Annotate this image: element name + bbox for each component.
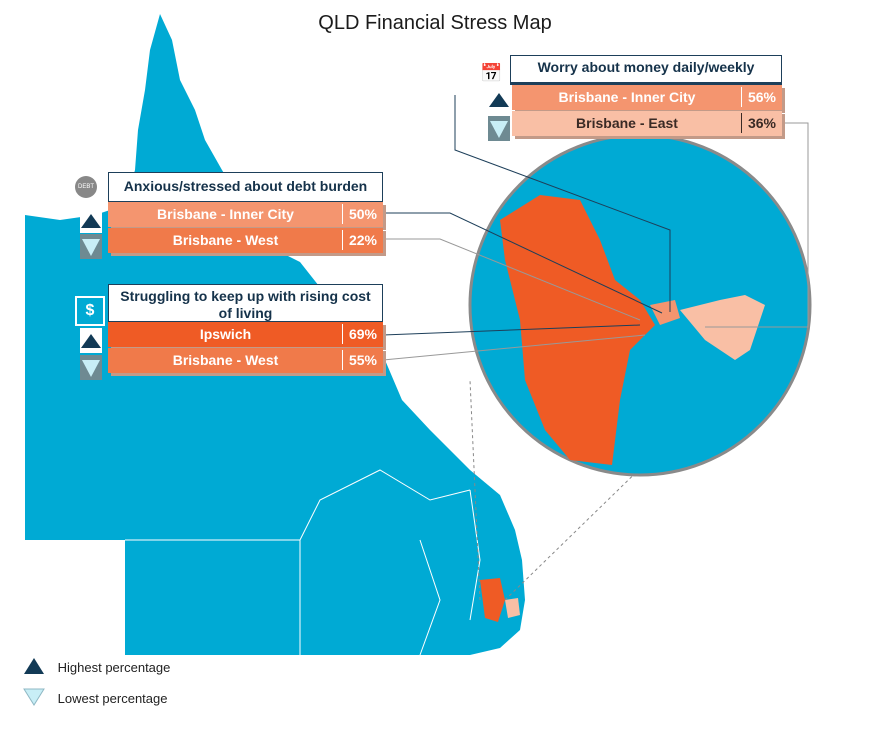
ipswich-region [500, 195, 655, 465]
brisbane-region-small [505, 598, 520, 618]
lowest-triangle-icon [22, 687, 46, 710]
region-value: 22% [342, 230, 383, 250]
region-name: Brisbane - West [172, 232, 279, 248]
legend-lowest: Lowest percentage [22, 687, 167, 710]
highest-triangle-icon [22, 656, 46, 679]
table-row: Brisbane - East 36% [512, 111, 782, 136]
region-name: Brisbane - West [172, 352, 279, 368]
calendar-alert-icon: 📅 [480, 63, 503, 83]
panel-heading: Struggling to keep up with rising cost o… [108, 284, 383, 324]
region-name: Brisbane - East [576, 115, 678, 131]
region-name: Ipswich [199, 326, 252, 342]
region-name: Brisbane - Inner City [558, 89, 696, 105]
house-dollar-icon: $ [75, 296, 105, 326]
debt-bomb-icon: DEBT [75, 176, 97, 198]
region-value: 50% [342, 204, 383, 224]
region-name: Brisbane - Inner City [157, 206, 294, 222]
table-row: Brisbane - West 55% [108, 348, 383, 373]
highest-triangle-icon [80, 328, 102, 353]
brisbane-inner-city-region [650, 300, 680, 325]
lowest-triangle-icon [80, 234, 102, 259]
table-row: Brisbane - Inner City 50% [108, 202, 383, 227]
region-value: 69% [342, 324, 383, 344]
lowest-triangle-icon [80, 355, 102, 380]
panel-heading: Anxious/stressed about debt burden [108, 172, 383, 204]
map-title: QLD Financial Stress Map [318, 12, 552, 34]
legend-label: Highest percentage [57, 660, 171, 675]
ipswich-region-small [480, 578, 505, 622]
table-row: Ipswich 69% [108, 322, 383, 347]
table-row: Brisbane - West 22% [108, 228, 383, 253]
highest-triangle-icon [80, 208, 102, 233]
region-value: 55% [342, 350, 383, 370]
table-row: Brisbane - Inner City 56% [512, 85, 782, 110]
region-value: 36% [741, 113, 782, 133]
region-value: 56% [741, 87, 782, 107]
highest-triangle-icon [488, 87, 510, 112]
legend-label: Lowest percentage [57, 691, 168, 706]
panel-heading: Worry about money daily/weekly [510, 55, 782, 85]
lowest-triangle-icon [488, 116, 510, 141]
legend-highest: Highest percentage [22, 656, 170, 679]
